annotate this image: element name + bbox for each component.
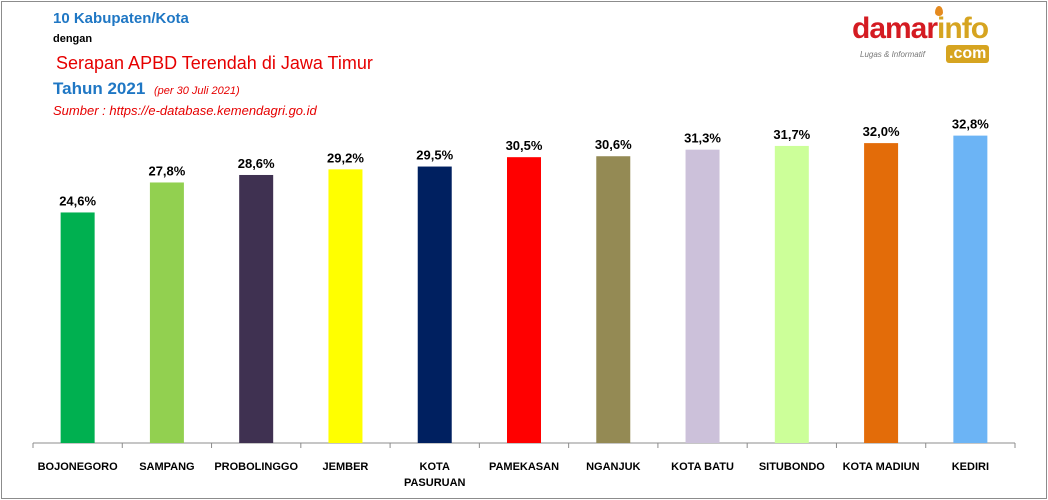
bar [596,156,631,443]
data-label: 31,3% [684,131,721,146]
data-label: 30,5% [506,138,543,153]
chart-title: Serapan APBD Terendah di Jawa Timur [56,53,373,73]
data-label: 32,0% [863,124,900,139]
category-label: BOJONEGORO [38,461,119,473]
source-note: Sumber : https://e-database.kemendagri.g… [53,103,317,118]
data-label: 31,7% [773,127,810,142]
data-label: 24,6% [59,193,96,208]
data-label: 29,2% [327,150,364,165]
bar [774,145,809,443]
category-label: PROBOLINGGO [214,461,298,473]
data-label: 29,5% [416,148,453,163]
bar [328,169,363,443]
bar [685,149,720,443]
year-label: Tahun 2021 [53,79,146,98]
logo-part-1: damar [852,12,938,45]
bar [60,212,95,443]
logo-wordmark: damarinfo [852,12,989,46]
data-label: 28,6% [238,156,275,171]
data-label: 27,8% [148,163,185,178]
bar [417,166,452,444]
bar [864,143,899,443]
header-line-2: dengan [53,33,93,45]
flame-icon [935,6,943,16]
category-label: SITUBONDO [759,461,825,473]
category-label: SAMPANG [139,461,194,473]
category-label: KEDIRI [952,461,989,473]
logo-tagline: Lugas & Informatif [860,50,925,59]
category-label: PAMEKASAN [489,461,559,473]
logo-part-2: info [937,12,989,45]
header-year: Tahun 2021 (per 30 Juli 2021) [53,79,240,99]
bar [507,157,541,443]
logo-domain: .com [946,45,990,63]
bar [149,182,184,443]
category-label: KOTA MADIUN [843,461,920,473]
category-label: KOTA BATU [671,461,734,473]
header-line-1: 10 Kabupaten/Kota [53,10,189,27]
damarinfo-logo: damarinfo Lugas & Informatif .com [852,6,990,72]
bar [953,135,988,444]
bar [239,174,274,443]
date-note: (per 30 Juli 2021) [154,85,240,97]
category-label: PASURUAN [404,477,466,489]
category-label: NGANJUK [586,461,640,473]
data-label: 32,8% [952,117,989,132]
data-label: 30,6% [595,137,632,152]
category-label: JEMBER [323,461,369,473]
category-label: KOTA [420,461,450,473]
